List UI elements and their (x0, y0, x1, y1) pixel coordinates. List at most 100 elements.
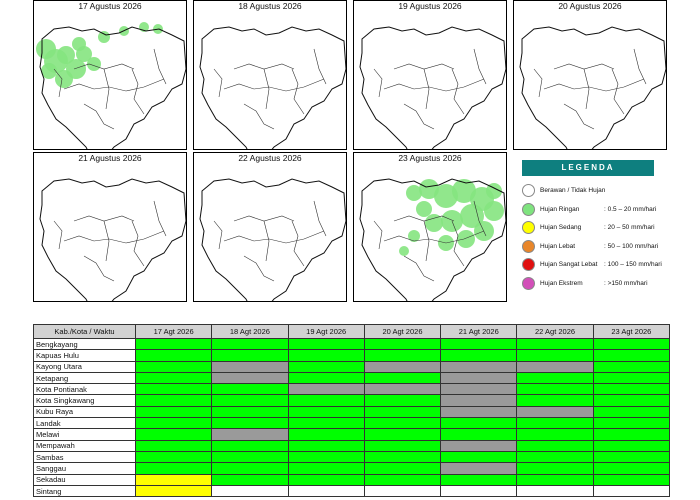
forecast-cell (211, 462, 289, 475)
forecast-cell (440, 405, 518, 419)
forecast-cell (211, 450, 289, 464)
region-name: Mempawah (33, 439, 136, 452)
forecast-cell (592, 450, 671, 464)
region-name: Landak (33, 417, 136, 430)
district-border (83, 255, 115, 282)
table-row: Mempawah (33, 439, 671, 452)
forecast-cell (363, 462, 442, 475)
district-border (533, 68, 543, 98)
panel-date: 23 Agustus 2026 (354, 153, 506, 164)
rain-area (486, 183, 502, 199)
region-name: Bengkayang (33, 337, 136, 351)
forecast-map-panel: 22 Agustus 2026 (193, 152, 347, 302)
forecast-cell (211, 360, 289, 373)
forecast-cell (363, 394, 442, 407)
rain-area (55, 70, 73, 88)
forecast-cell (287, 450, 365, 464)
forecast-cell (211, 383, 289, 396)
region-map (199, 26, 346, 149)
forecast-cell (440, 484, 518, 498)
rain-area (41, 63, 57, 79)
region-map (39, 178, 186, 301)
district-border (563, 103, 595, 130)
rain-area (457, 230, 475, 248)
forecast-cell (440, 371, 518, 385)
district-border (213, 68, 223, 98)
district-border (153, 200, 167, 237)
rain-area (98, 31, 110, 43)
table-row: Kota Pontianak (33, 383, 671, 396)
forecast-cell (516, 473, 594, 486)
forecast-cell (440, 439, 518, 452)
region-name: Kota Singkawang (33, 394, 136, 407)
district-border (473, 48, 487, 85)
forecast-map-panel: 23 Agustus 2026 (353, 152, 507, 302)
district-border (233, 63, 295, 70)
rain-area (460, 204, 484, 228)
legend-range: : >150 mm/hari (604, 279, 648, 287)
rain-area (425, 214, 443, 232)
forecast-cell (134, 337, 213, 351)
forecast-cell (211, 405, 289, 419)
forecast-cell (440, 462, 518, 475)
region-name: Kubu Raya (33, 405, 136, 419)
rain-area (416, 201, 432, 217)
rain-area (87, 57, 101, 71)
column-header-date: 19 Agt 2026 (287, 324, 365, 339)
legend-label: Hujan Sedang (540, 224, 582, 231)
region-name: Sambas (33, 450, 136, 464)
forecast-cell (134, 394, 213, 407)
region-name: Ketapang (33, 371, 136, 385)
forecast-cell (516, 428, 594, 441)
district-border (403, 255, 435, 282)
forecast-cell (516, 484, 594, 498)
forecast-cell (440, 349, 518, 362)
table-row: Bengkayang (33, 337, 671, 351)
forecast-cell (440, 394, 518, 407)
district-border (131, 68, 145, 115)
district-border (383, 78, 485, 92)
district-border (373, 68, 383, 98)
forecast-map-panel: 21 Agustus 2026 (33, 152, 187, 302)
panel-date: 19 Agustus 2026 (354, 1, 506, 12)
district-border (73, 215, 135, 222)
column-header-date: 22 Agt 2026 (516, 324, 594, 339)
table-row: Sintang (33, 484, 671, 498)
district-border (291, 220, 305, 267)
district-border (403, 103, 435, 130)
district-border (451, 68, 465, 115)
region-map (359, 178, 506, 301)
forecast-cell (211, 417, 289, 430)
district-border (223, 230, 325, 244)
region-map (199, 178, 346, 301)
region-name: Kayong Utara (33, 360, 136, 373)
legend-label: Berawan / Tidak Hujan (540, 187, 606, 194)
forecast-cell (287, 405, 365, 419)
forecast-cell (287, 428, 365, 441)
legend-label: Hujan Lebat (540, 242, 576, 250)
legend-item: Hujan Ekstrem: >150 mm/hari (522, 276, 672, 291)
district-border (423, 68, 430, 110)
forecast-cell (287, 417, 365, 430)
region-map (519, 26, 666, 149)
legend-swatch (522, 221, 535, 234)
district-border (103, 220, 110, 262)
rain-area (452, 179, 476, 203)
forecast-cell (363, 417, 442, 430)
district-border (63, 78, 165, 92)
region-name: Kapuas Hulu (33, 349, 136, 362)
panel-date: 20 Agustus 2026 (514, 1, 666, 12)
forecast-cell (363, 450, 442, 464)
region-outline (359, 178, 506, 301)
forecast-cell (211, 394, 289, 407)
forecast-cell (287, 337, 365, 351)
forecast-cell (134, 349, 213, 362)
forecast-cell (592, 349, 671, 362)
rain-area (419, 179, 439, 199)
district-border (313, 200, 327, 237)
district-border (131, 220, 145, 267)
forecast-cell (516, 394, 594, 407)
forecast-cell (363, 484, 442, 498)
forecast-cell (363, 371, 442, 385)
rain-area (399, 246, 409, 256)
